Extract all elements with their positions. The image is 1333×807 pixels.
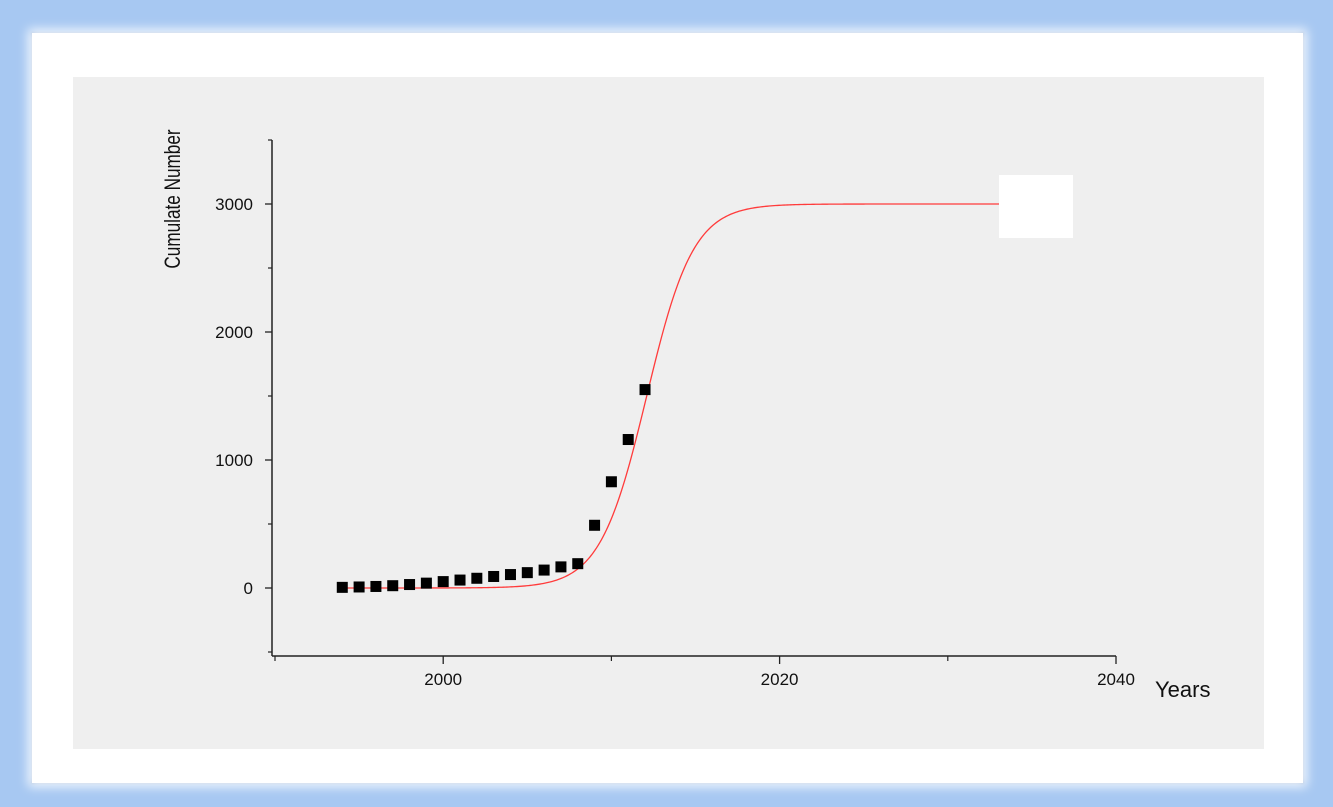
y-axis-title: Cumulate Number (161, 129, 186, 269)
data-points (336, 384, 651, 593)
data-point (471, 572, 483, 584)
y-tick-label: 2000 (215, 323, 253, 342)
data-point (605, 476, 617, 488)
x-tick-label: 2020 (761, 670, 799, 689)
data-point (420, 577, 432, 589)
data-point (404, 579, 416, 591)
data-point (437, 576, 449, 588)
data-point (488, 570, 500, 582)
data-point (454, 574, 466, 586)
data-point (387, 580, 399, 592)
axes (271, 140, 1116, 657)
data-point (622, 434, 634, 446)
data-point (521, 567, 533, 579)
y-tick-label: 3000 (215, 195, 253, 214)
data-point (538, 564, 550, 576)
x-tick-label: 2040 (1097, 670, 1135, 689)
data-point (555, 561, 567, 573)
tick-labels: 0 1000 2000 3000 2000 2020 2040 (215, 195, 1135, 689)
data-point (572, 558, 584, 570)
data-point (504, 569, 516, 581)
legend-box (999, 175, 1073, 238)
x-tick-label: 2000 (424, 670, 462, 689)
data-point (639, 384, 651, 396)
y-tick-label: 1000 (215, 451, 253, 470)
logistic-fit-line (342, 203, 1007, 589)
data-point (370, 580, 382, 592)
data-point (336, 581, 348, 593)
data-point (353, 581, 365, 593)
y-tick-label: 0 (244, 579, 253, 598)
ticks (265, 139, 1117, 664)
x-axis-title: Years (1155, 677, 1210, 702)
data-point (589, 519, 601, 531)
